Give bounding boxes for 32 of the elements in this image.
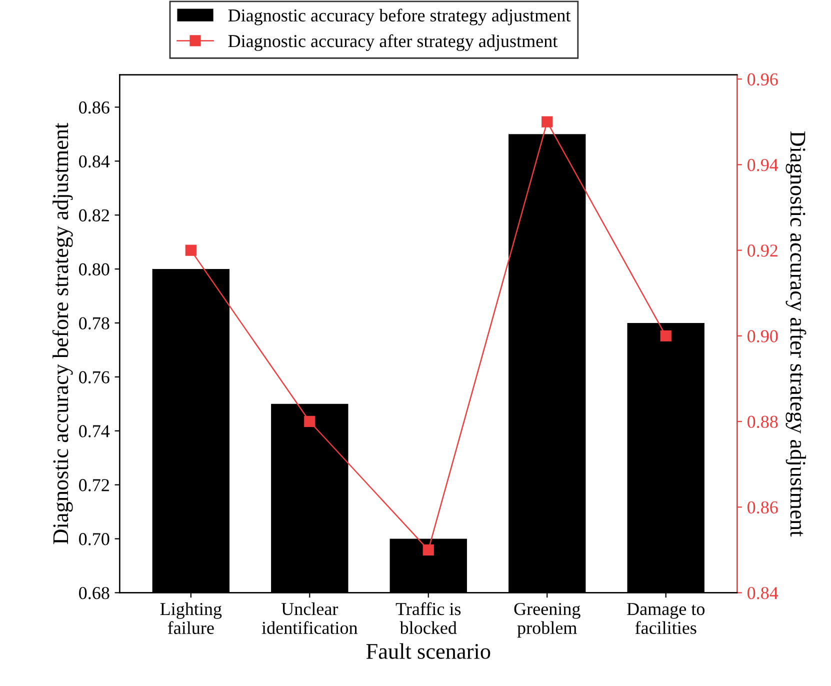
y2-tick-label: 0.90: [748, 330, 778, 342]
y2-tick-label: 0.92: [748, 244, 778, 257]
y-tick-label: 0.72: [79, 479, 109, 492]
y-tick-label: 0.68: [79, 586, 110, 600]
y-tick-label: 0.82: [79, 209, 109, 222]
y-axis-title: Diagnostic accuracy before strategy adjustment: [52, 122, 73, 544]
y2-tick-label: 0.94: [748, 158, 778, 172]
y2-tick-label: 0.86: [748, 501, 778, 514]
legend-label: Diagnostic accuracy after strategy adjustment: [228, 34, 558, 51]
point: [660, 330, 672, 342]
y2-tick-label: 0.96: [748, 73, 778, 86]
legend-label: Diagnostic accuracy before strategy adjustment: [228, 8, 571, 26]
y-tick-label: 0.86: [79, 101, 110, 114]
y2-tick-label: 0.84: [748, 586, 778, 600]
x-tick-label: Unclear identification: [262, 602, 358, 634]
y-tick-label: 0.80: [79, 263, 110, 276]
x-tick-label: Greening problem: [514, 602, 580, 638]
y-tick-label: 0.70: [79, 533, 110, 546]
point: [304, 416, 316, 428]
y-tick-label: 0.78: [79, 317, 110, 330]
y-tick-label: 0.84: [79, 155, 110, 168]
y-tick-label: 0.74: [79, 425, 110, 438]
point: [542, 116, 553, 128]
x-tick-label: Lighting failure: [160, 602, 222, 634]
x-axis-title: Fault scenario: [366, 643, 490, 659]
y2-tick-label: 0.88: [748, 416, 778, 428]
point: [422, 544, 434, 556]
y-tick-label: 0.76: [79, 371, 110, 384]
y2-axis-title: Diagnostic accuracy after strategy adjustment: [786, 131, 806, 537]
x-tick-label: Damage to facilities: [627, 603, 705, 634]
point: [185, 244, 196, 256]
x-tick-label: Traffic is blocked: [396, 602, 461, 634]
